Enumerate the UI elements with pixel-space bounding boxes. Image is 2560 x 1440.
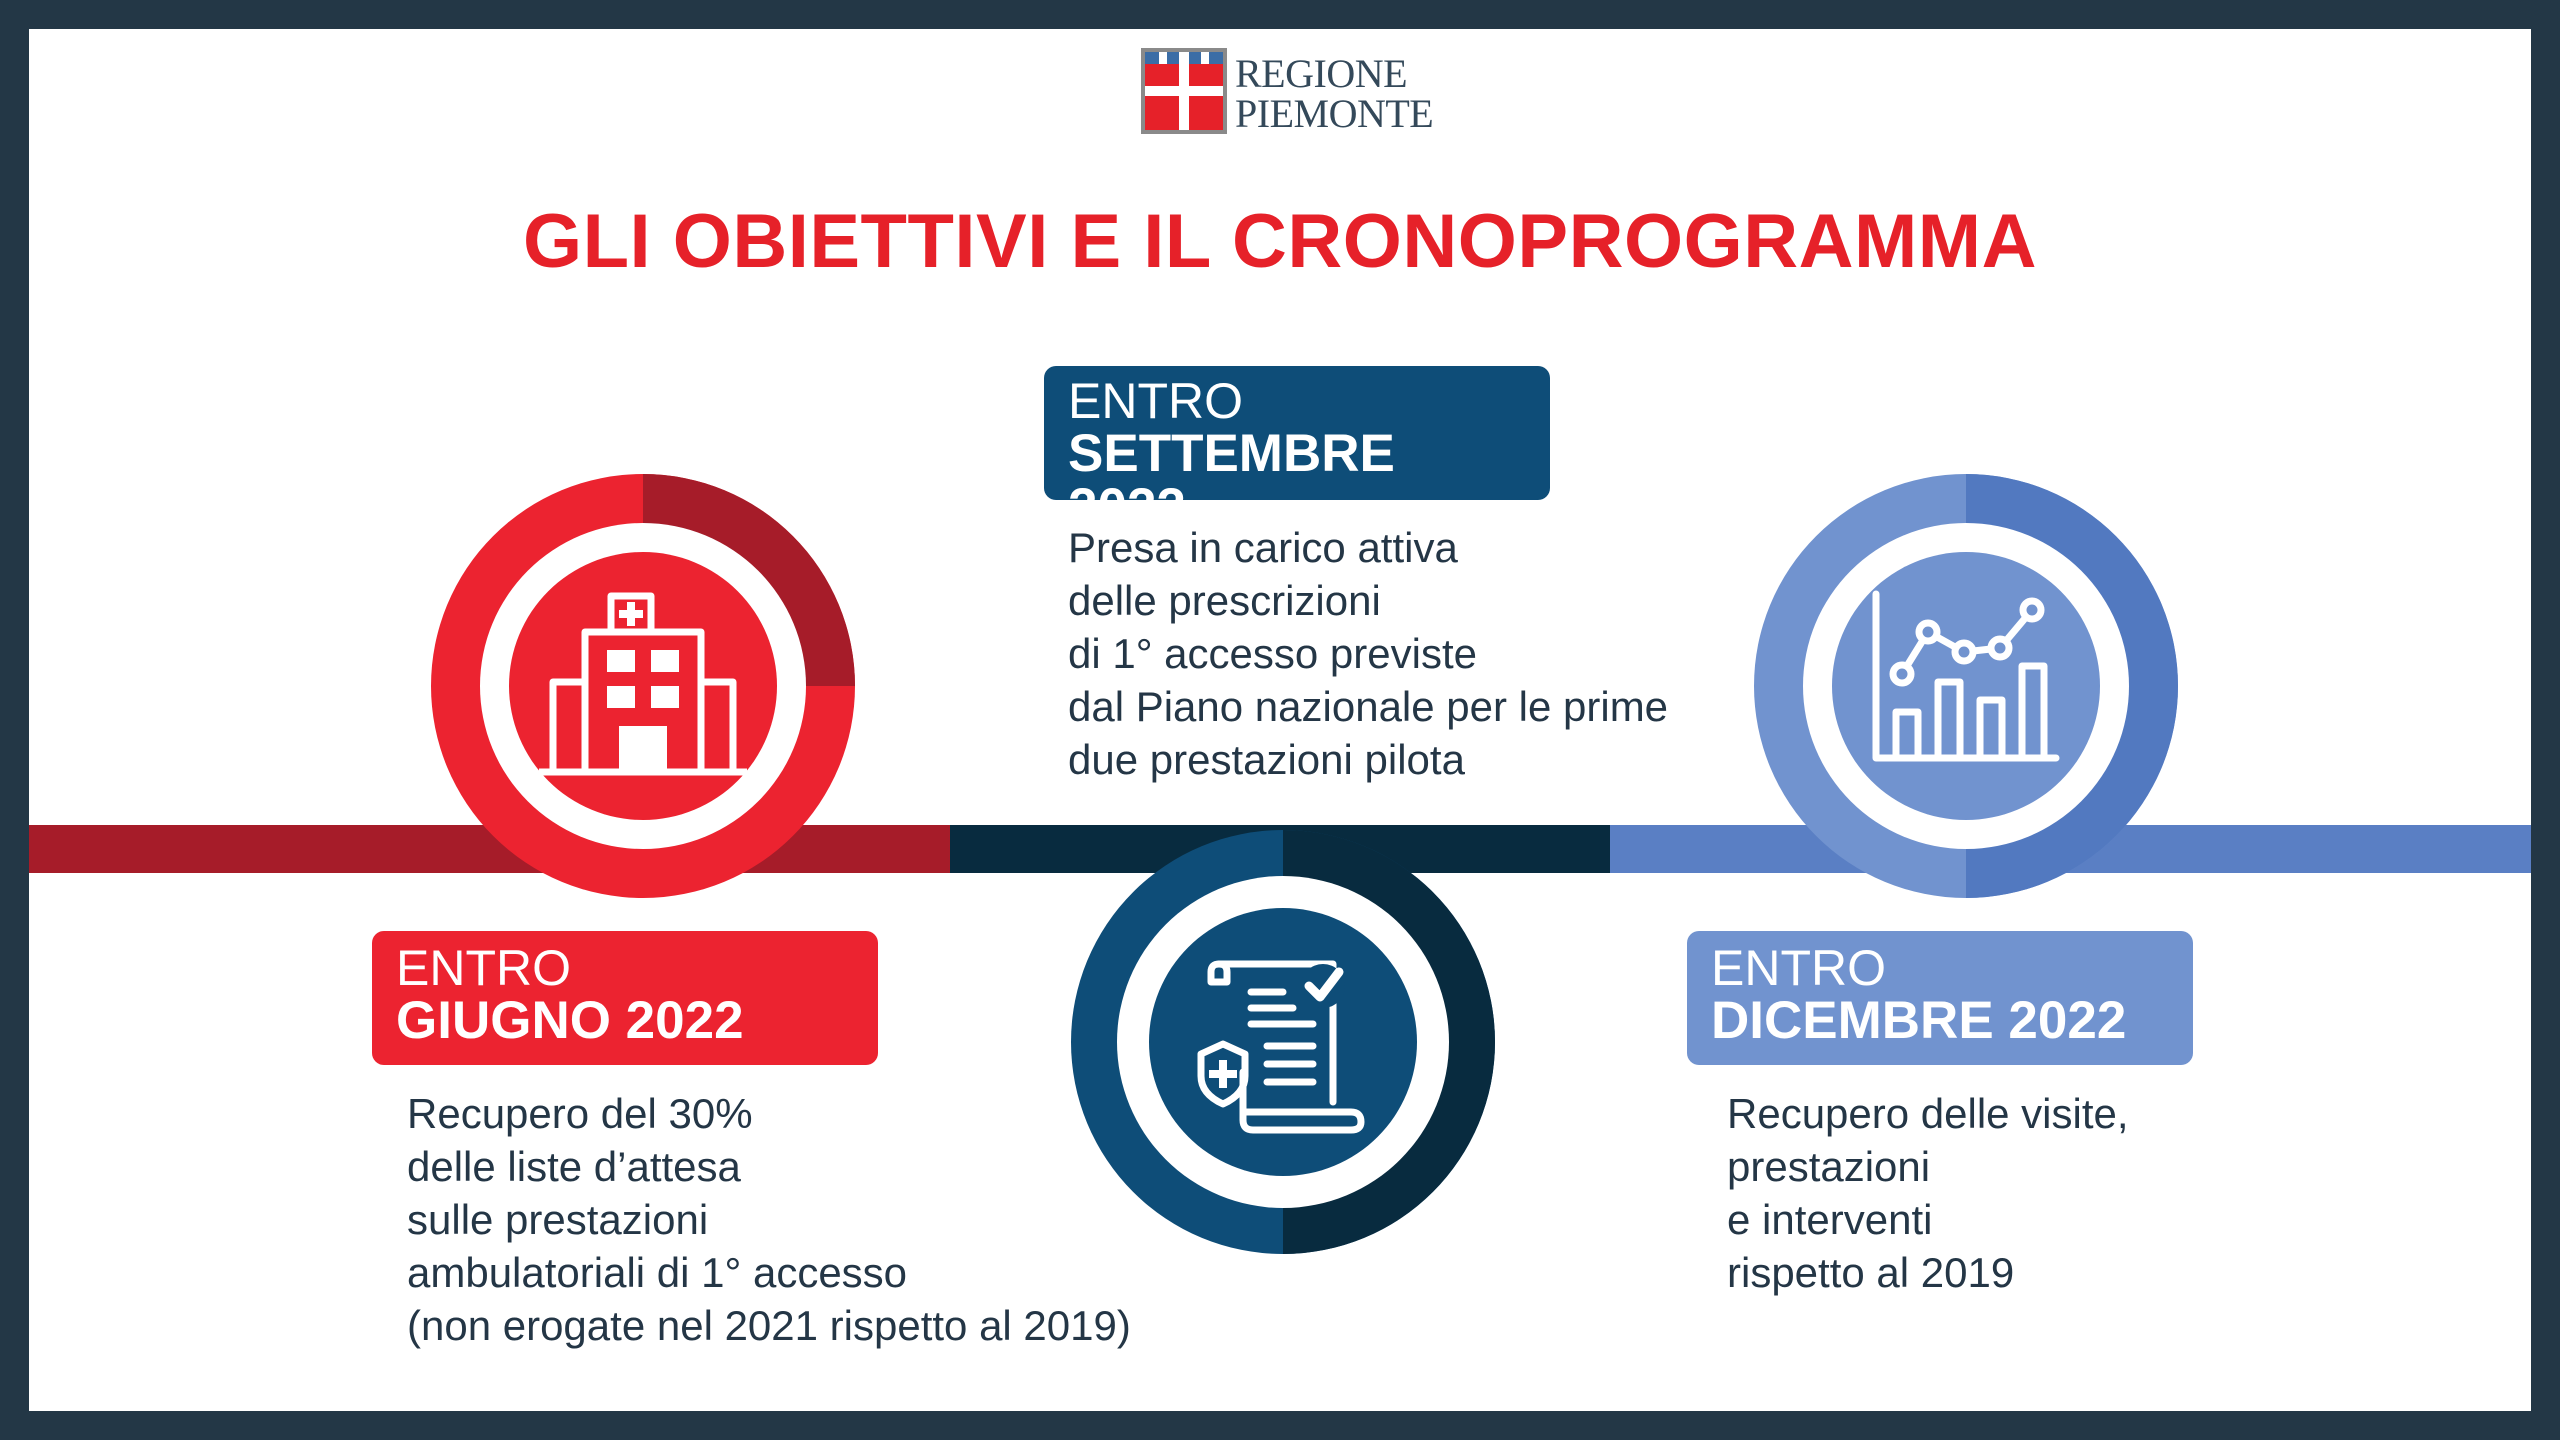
milestone-description-june: Recupero del 30% delle liste d’attesa su… <box>407 1087 1167 1352</box>
logo-text-piemonte: PIEMONTE <box>1235 91 1434 136</box>
growth-chart-icon <box>1872 590 2060 762</box>
description-line: dal Piano nazionale per le prime <box>1068 683 1669 730</box>
description-line: sulle prestazioni <box>407 1196 709 1243</box>
infographic-canvas: REGIONE PIEMONTE GLI OBIETTIVI E IL CRON… <box>29 29 2531 1411</box>
timeline-bar-segment-june <box>29 825 950 873</box>
badge-prefix-december: ENTRO <box>1711 940 1886 996</box>
badge-prefix-september: ENTRO <box>1068 373 1243 429</box>
medical-document-icon <box>1197 960 1365 1134</box>
badge-date-december: DICEMBRE 2022 <box>1711 991 2127 1050</box>
badge-prefix-june: ENTRO <box>396 940 571 996</box>
milestone-ring-december <box>1754 474 2178 898</box>
description-line: e interventi <box>1727 1196 1933 1243</box>
milestone-description-september: Presa in carico attiva delle prescrizion… <box>1068 521 1768 786</box>
milestone-badge-december: ENTRO DICEMBRE 2022 <box>1687 931 2193 1065</box>
logo-text-regione: REGIONE <box>1235 51 1408 96</box>
description-line: delle prescrizioni <box>1068 577 1381 624</box>
page-title: GLI OBIETTIVI E IL CRONOPROGRAMMA <box>522 199 2037 284</box>
description-line: prestazioni <box>1727 1143 1931 1190</box>
description-line: Presa in carico attiva <box>1068 524 1458 571</box>
description-line: ambulatoriali di 1° accesso <box>407 1249 908 1296</box>
milestone-description-december: Recupero delle visite, prestazioni e int… <box>1727 1087 2327 1299</box>
milestone-badge-june: ENTRO GIUGNO 2022 <box>372 931 878 1065</box>
hospital-icon <box>539 592 747 776</box>
badge-date-june: GIUGNO 2022 <box>396 991 744 1050</box>
description-line: due prestazioni pilota <box>1068 736 1465 783</box>
regione-piemonte-logo: REGIONE PIEMONTE <box>1141 48 1434 134</box>
description-line: rispetto al 2019 <box>1727 1249 2015 1296</box>
piemonte-flag-icon <box>1141 48 1227 134</box>
description-line: delle liste d’attesa <box>407 1143 741 1190</box>
description-line: Recupero del 30% <box>407 1090 753 1137</box>
milestone-badge-september: ENTRO SETTEMBRE 2022 <box>1044 366 1550 535</box>
description-line: Recupero delle visite, <box>1727 1090 2129 1137</box>
description-line: (non erogate nel 2021 rispetto al 2019) <box>407 1302 1131 1349</box>
description-line: di 1° accesso previste <box>1068 630 1477 677</box>
badge-date-september: SETTEMBRE 2022 <box>1068 424 1395 537</box>
